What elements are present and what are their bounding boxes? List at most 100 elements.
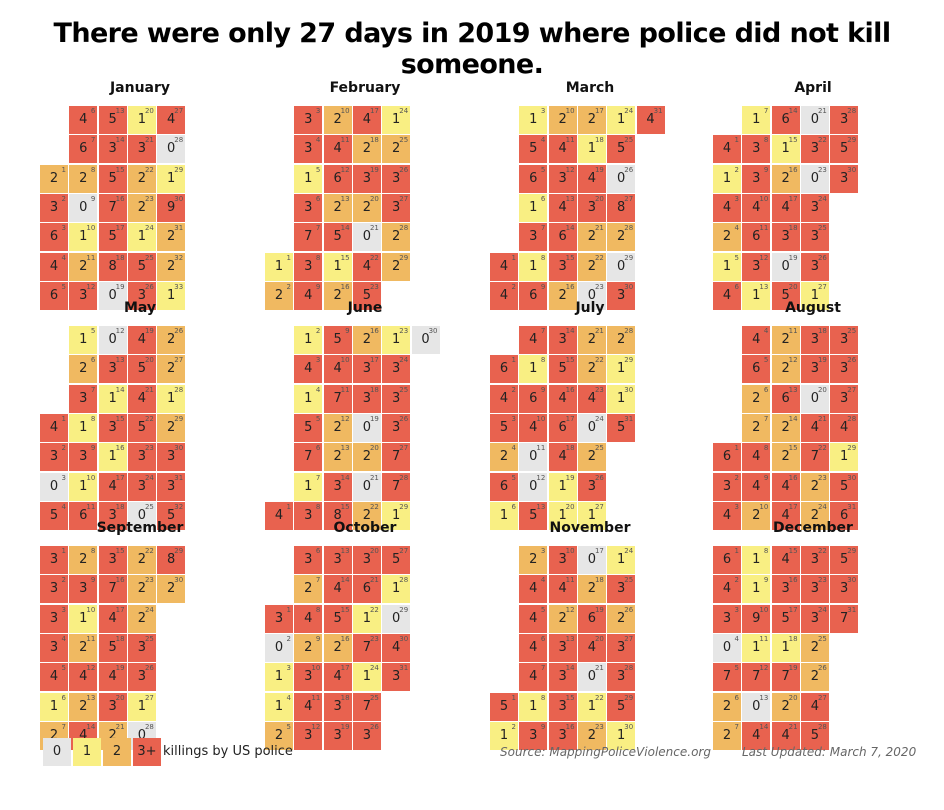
day-cell: 5 23 [352, 281, 381, 310]
day-number: 18 [594, 136, 604, 145]
month-name: October [333, 520, 397, 536]
month-name: January [109, 80, 171, 96]
killings-count: 7 [722, 669, 732, 685]
day-number: 1 [61, 414, 66, 423]
killings-count: 6 [587, 610, 597, 626]
day-number: 10 [86, 605, 96, 614]
day-number: 23 [594, 385, 604, 394]
killings-count: 0 [781, 258, 790, 274]
killings-count: 0 [167, 141, 176, 157]
killings-count: 1 [108, 449, 117, 465]
day-number: 5 [61, 664, 66, 673]
day-cell: 1 10 [69, 604, 98, 633]
killings-count: 4 [79, 112, 88, 127]
day-cell: 2 16 [323, 281, 352, 310]
day-cell: 3 19 [800, 355, 829, 384]
killings-count: 0 [274, 639, 284, 655]
day-number: 27 [174, 107, 184, 115]
day-number: 16 [788, 473, 798, 482]
killings-count: 4 [529, 669, 538, 685]
day-cell: 1 20 [548, 501, 577, 530]
day-cell: 3 28 [830, 106, 859, 134]
day-cell: 0 29 [607, 252, 636, 281]
month-june: June 4 1 1 2 4 3 1 4 5 5 7 6 1 7 3 8 5 9 4 10 7 11 2 12 2 13 3 14 8 15… [265, 300, 480, 530]
day-cell: 2 20 [771, 692, 800, 721]
day-number: 5 [763, 356, 769, 365]
day-number: 11 [759, 224, 769, 233]
killings-count: 5 [499, 419, 509, 435]
killings-count: 3 [108, 419, 117, 435]
day-cell: 1 27 [577, 501, 606, 530]
day-cell: 7 27 [382, 443, 411, 472]
killings-count: 3 [49, 552, 59, 567]
day-number: 9 [90, 444, 96, 453]
day-number: 8 [763, 136, 769, 145]
killings-count: 1 [392, 507, 401, 523]
day-number: 8 [90, 414, 96, 423]
killings-count: 3 [362, 552, 372, 567]
day-cell: 0 21 [800, 106, 829, 134]
day-cell: 3 20 [577, 193, 606, 222]
killings-count: 1 [79, 332, 88, 347]
day-cell: 7 25 [352, 692, 381, 721]
killings-count: 0 [49, 478, 59, 494]
day-cell: 4 10 [742, 193, 771, 222]
killings-count: 2 [108, 727, 117, 743]
day-number: 29 [624, 253, 634, 262]
day-number: 23 [594, 722, 604, 731]
killings-count: 4 [392, 639, 401, 655]
day-number: 27 [624, 194, 634, 203]
day-cell: 7 23 [352, 633, 381, 662]
killings-count: 1 [304, 332, 313, 347]
day-number: 29 [174, 165, 184, 174]
killings-count: 4 [722, 507, 732, 523]
killings-count: 3 [529, 727, 538, 743]
killings-count: 3 [840, 332, 849, 347]
killings-count: 0 [108, 287, 117, 303]
killings-count: 2 [617, 332, 626, 347]
day-cell: 2 11 [771, 326, 800, 354]
day-number: 12 [759, 664, 769, 673]
day-number: 26 [369, 722, 379, 731]
day-cell: 1 10 [69, 223, 98, 252]
killings-count: 3 [304, 112, 313, 127]
killings-count: 5 [617, 698, 626, 714]
killings-count: 4 [137, 332, 147, 347]
killings-count: 5 [617, 419, 626, 435]
day-cell: 3 23 [127, 443, 156, 472]
day-cell: 0 25 [127, 501, 156, 530]
day-cell: 5 31 [607, 413, 636, 442]
day-cell: 2 10 [548, 106, 577, 134]
day-cell: 3 10 [294, 663, 323, 692]
killings-count: 1 [617, 112, 626, 127]
day-cell: 2 16 [548, 281, 577, 310]
killings-count: 2 [49, 727, 59, 743]
day-number: 17 [115, 224, 125, 233]
killings-count: 4 [304, 287, 313, 303]
day-number: 30 [847, 576, 857, 585]
day-number: 21 [817, 107, 827, 115]
killings-count: 5 [167, 507, 176, 523]
killings-count: 3 [137, 141, 147, 157]
day-number: 18 [788, 224, 798, 233]
killings-count: 9 [167, 199, 176, 215]
killings-count: 1 [617, 552, 626, 567]
day-number: 29 [399, 253, 409, 262]
day-cell: 1 24 [607, 106, 636, 134]
killings-count: 0 [79, 199, 88, 215]
day-number: 5 [315, 165, 321, 174]
day-number: 18 [115, 634, 125, 643]
